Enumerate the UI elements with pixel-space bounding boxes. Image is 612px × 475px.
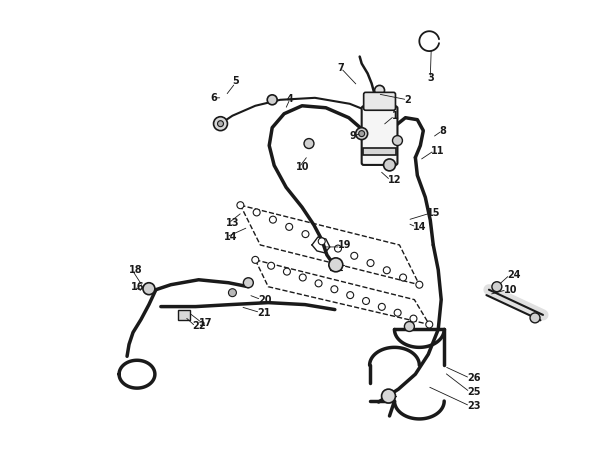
Circle shape: [228, 289, 236, 297]
Circle shape: [237, 202, 244, 209]
Circle shape: [378, 304, 386, 310]
Circle shape: [384, 159, 395, 171]
Circle shape: [381, 389, 395, 403]
Bar: [363, 148, 397, 155]
Circle shape: [286, 223, 293, 230]
Text: 1: 1: [392, 111, 398, 121]
Circle shape: [214, 117, 228, 131]
Circle shape: [252, 256, 259, 263]
Text: 20: 20: [258, 294, 272, 304]
Text: 14: 14: [223, 232, 237, 242]
Text: 7: 7: [338, 63, 345, 73]
Circle shape: [217, 121, 223, 127]
Bar: [177, 310, 190, 320]
Circle shape: [383, 267, 390, 274]
Text: 22: 22: [193, 322, 206, 332]
Circle shape: [356, 128, 368, 140]
Text: 10: 10: [504, 285, 517, 294]
Text: 18: 18: [129, 265, 143, 275]
Text: 3: 3: [427, 73, 434, 83]
Text: 10: 10: [296, 162, 310, 172]
Text: 9: 9: [349, 131, 357, 141]
Circle shape: [347, 292, 354, 299]
Circle shape: [392, 135, 403, 145]
Circle shape: [331, 286, 338, 293]
Circle shape: [410, 315, 417, 322]
Circle shape: [400, 274, 406, 281]
Circle shape: [267, 95, 277, 105]
Text: 8: 8: [439, 125, 446, 136]
Text: 5: 5: [233, 76, 239, 86]
Circle shape: [269, 216, 277, 223]
Circle shape: [367, 259, 374, 266]
Text: 2: 2: [405, 95, 411, 105]
Circle shape: [362, 297, 370, 304]
Circle shape: [315, 280, 322, 287]
Text: 11: 11: [431, 145, 445, 155]
Circle shape: [375, 86, 384, 95]
Circle shape: [143, 283, 155, 294]
Circle shape: [351, 252, 358, 259]
Text: 14: 14: [413, 222, 427, 232]
Text: 26: 26: [467, 373, 480, 383]
Circle shape: [299, 274, 306, 281]
Text: 12: 12: [387, 175, 401, 185]
Circle shape: [267, 262, 275, 269]
Circle shape: [304, 139, 314, 149]
Text: 24: 24: [507, 270, 520, 280]
Circle shape: [302, 231, 309, 238]
Circle shape: [283, 268, 291, 275]
Text: 23: 23: [467, 401, 480, 411]
Text: 16: 16: [131, 282, 144, 292]
Text: 17: 17: [199, 317, 212, 327]
Circle shape: [530, 313, 540, 323]
Circle shape: [329, 258, 343, 272]
Circle shape: [405, 322, 414, 332]
FancyBboxPatch shape: [364, 92, 395, 110]
Circle shape: [426, 321, 433, 328]
Circle shape: [394, 309, 401, 316]
Text: 25: 25: [467, 387, 480, 397]
Circle shape: [416, 281, 423, 288]
Circle shape: [492, 282, 502, 292]
Circle shape: [244, 278, 253, 288]
FancyBboxPatch shape: [362, 106, 397, 165]
Text: 21: 21: [257, 307, 271, 318]
Circle shape: [359, 131, 365, 137]
Text: 19: 19: [338, 240, 351, 250]
Circle shape: [253, 209, 260, 216]
Text: 6: 6: [211, 93, 217, 103]
Text: 13: 13: [225, 218, 239, 228]
Circle shape: [318, 238, 325, 245]
Text: 4: 4: [287, 94, 294, 104]
Circle shape: [335, 245, 341, 252]
Text: 15: 15: [427, 208, 441, 218]
